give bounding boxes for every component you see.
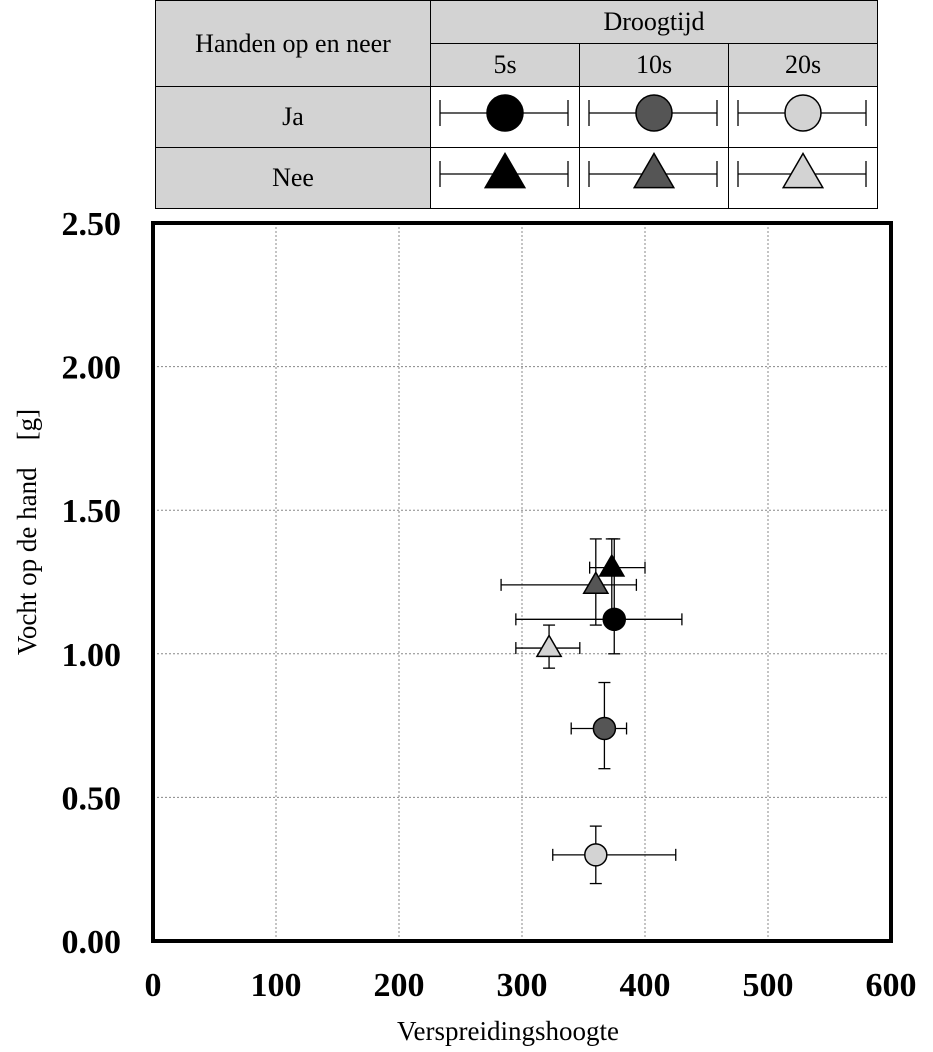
legend-row-ja: Ja xyxy=(155,86,431,148)
y-tick-label: 1.50 xyxy=(62,493,122,530)
data-point-ja-10s xyxy=(570,681,628,770)
data-marker xyxy=(582,570,610,594)
data-marker xyxy=(584,843,608,867)
legend-table: Handen op en neer Droogtijd 5s 10s 20s J… xyxy=(155,0,878,209)
legend-row-header: Handen op en neer xyxy=(155,0,431,87)
legend-symbol-nee-5s xyxy=(430,147,580,209)
y-tick-label: 0.50 xyxy=(62,780,122,817)
x-tick-label: 100 xyxy=(251,967,302,1004)
legend-symbol-ja-10s xyxy=(579,86,729,148)
legend-col-10s: 10s xyxy=(579,43,729,87)
data-point-ja-20s xyxy=(552,825,677,885)
data-marker xyxy=(535,634,563,658)
y-tick-label: 0.00 xyxy=(62,924,122,961)
data-point-nee-20s xyxy=(515,624,581,669)
legend-marker xyxy=(632,151,676,189)
y-tick-label: 1.00 xyxy=(62,637,122,674)
legend-row-nee: Nee xyxy=(155,147,431,209)
x-tick-label: 500 xyxy=(743,967,794,1004)
legend-marker xyxy=(486,94,524,132)
x-tick-label: 600 xyxy=(866,967,917,1004)
legend-col-group: Droogtijd xyxy=(430,0,878,44)
data-point-nee-5s xyxy=(589,538,646,626)
legend-symbol-nee-20s xyxy=(728,147,878,209)
x-axis-label: Verspreidingshoogte xyxy=(397,1016,619,1046)
y-tick-label: 2.50 xyxy=(62,206,122,243)
data-marker xyxy=(602,607,626,632)
legend-symbol-nee-10s xyxy=(579,147,729,209)
plot-frame xyxy=(151,221,893,943)
legend-symbol-ja-20s xyxy=(728,86,878,148)
data-marker xyxy=(598,553,626,577)
data-marker xyxy=(592,716,617,741)
data-point-ja-5s xyxy=(515,538,683,655)
legend-col-20s: 20s xyxy=(728,43,878,87)
legend-marker xyxy=(781,151,825,189)
legend-marker xyxy=(635,94,673,132)
legend-symbol-ja-5s xyxy=(430,86,580,148)
data-point-nee-10s xyxy=(500,538,638,626)
legend-marker xyxy=(483,151,527,189)
legend-marker xyxy=(784,94,822,132)
x-tick-label: 300 xyxy=(497,967,548,1004)
y-axis-label: Vocht op de hand [g] xyxy=(12,409,42,655)
x-tick-label: 200 xyxy=(374,967,425,1004)
x-tick-label: 400 xyxy=(620,967,671,1004)
x-tick-label: 0 xyxy=(145,967,162,1004)
y-tick-label: 2.00 xyxy=(62,350,122,387)
